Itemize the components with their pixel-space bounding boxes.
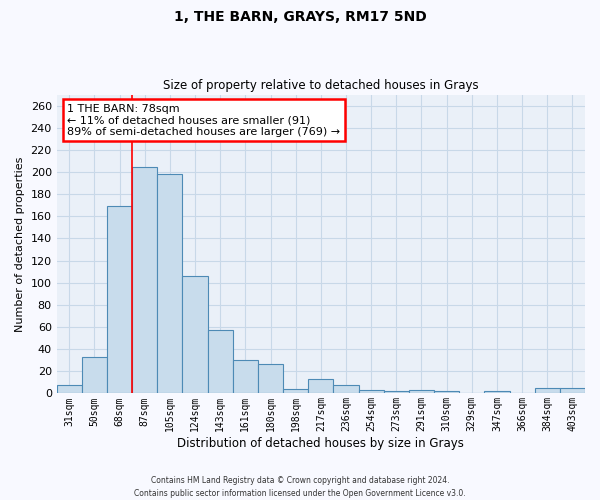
Title: Size of property relative to detached houses in Grays: Size of property relative to detached ho… [163, 79, 479, 92]
Text: 1, THE BARN, GRAYS, RM17 5ND: 1, THE BARN, GRAYS, RM17 5ND [173, 10, 427, 24]
Bar [82, 357, 107, 394]
Bar [384, 391, 409, 394]
Bar [334, 384, 359, 394]
Bar [157, 174, 182, 394]
Bar [560, 388, 585, 394]
Bar [258, 364, 283, 394]
Bar [484, 391, 509, 394]
X-axis label: Distribution of detached houses by size in Grays: Distribution of detached houses by size … [178, 437, 464, 450]
Text: 1 THE BARN: 78sqm
← 11% of detached houses are smaller (91)
89% of semi-detached: 1 THE BARN: 78sqm ← 11% of detached hous… [67, 104, 340, 136]
Bar [535, 388, 560, 394]
Bar [107, 206, 132, 394]
Bar [208, 330, 233, 394]
Bar [434, 391, 459, 394]
Bar [182, 276, 208, 394]
Bar [359, 390, 384, 394]
Bar [283, 389, 308, 394]
Y-axis label: Number of detached properties: Number of detached properties [15, 156, 25, 332]
Bar [56, 384, 82, 394]
Text: Contains HM Land Registry data © Crown copyright and database right 2024.
Contai: Contains HM Land Registry data © Crown c… [134, 476, 466, 498]
Bar [233, 360, 258, 394]
Bar [409, 390, 434, 394]
Bar [308, 379, 334, 394]
Bar [132, 166, 157, 394]
